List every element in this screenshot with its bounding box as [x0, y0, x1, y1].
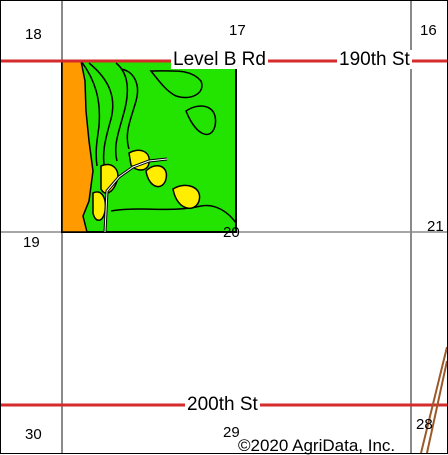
section-number-16: 16	[420, 22, 437, 39]
section-number-29: 29	[223, 424, 240, 441]
section-number-21: 21	[427, 218, 444, 235]
soil-area-yellow-2	[145, 164, 168, 188]
rail-line-2	[426, 360, 447, 453]
road-label-190th-st: 190th St	[337, 49, 412, 70]
soil-area-orange	[61, 60, 94, 233]
section-number-19: 19	[23, 234, 40, 251]
soil-boundary-6	[185, 105, 217, 136]
drainage-line-inner	[104, 158, 168, 233]
soil-boundary-2	[88, 62, 114, 172]
road-label-200th-st: 200th St	[185, 394, 260, 415]
soil-area-yellow-5	[92, 191, 107, 221]
field-boundary	[61, 60, 237, 233]
copyright-notice: ©2020 AgriData, Inc.	[238, 436, 396, 455]
soil-boundary-4	[120, 68, 139, 150]
soil-boundary-7	[110, 204, 237, 224]
section-number-28: 28	[416, 416, 433, 433]
section-number-18: 18	[25, 26, 42, 43]
soil-area-yellow-3	[172, 184, 201, 210]
section-number-20: 20	[223, 224, 240, 241]
soil-boundary-3	[114, 62, 129, 162]
road-label-level-b-rd: Level B Rd	[171, 49, 268, 70]
rail-line-1	[420, 346, 447, 453]
soil-boundary-1	[80, 60, 101, 167]
section-number-30: 30	[25, 426, 42, 443]
soil-boundary-5	[149, 70, 203, 99]
section-number-17: 17	[229, 22, 246, 39]
